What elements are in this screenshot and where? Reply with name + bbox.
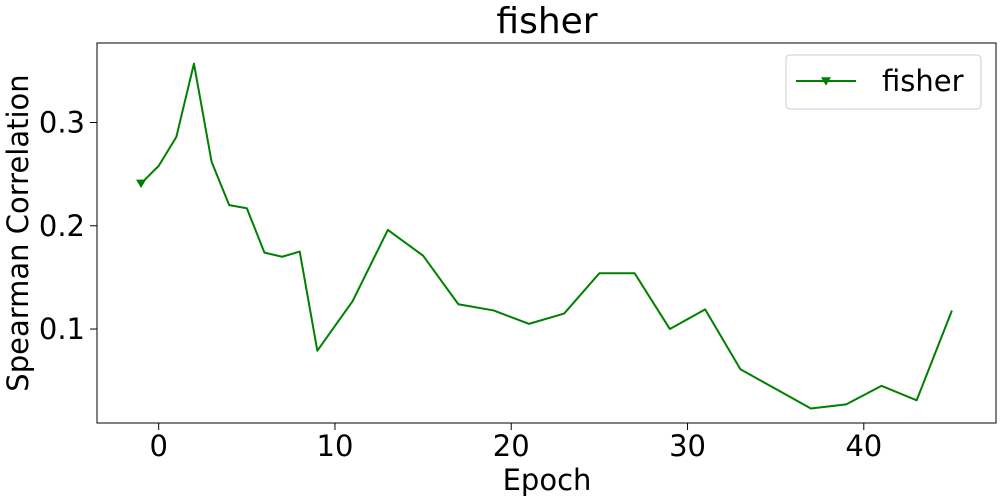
- legend-box: [785, 54, 982, 110]
- y-tick-label: 0.1: [39, 312, 85, 346]
- x-tick-label: 30: [669, 429, 706, 463]
- series-marker: [136, 179, 147, 189]
- x-axis-label: Epoch: [503, 463, 592, 497]
- y-tick-label: 0.2: [39, 209, 85, 243]
- series-line-fisher: [140, 62, 953, 410]
- legend-label-fisher: fisher: [882, 64, 964, 98]
- series-layer: [136, 62, 953, 410]
- x-axis-ticks: 0 10 20 30 40: [149, 423, 882, 463]
- x-tick-label: 40: [845, 429, 882, 463]
- x-tick-label: 0: [149, 429, 167, 463]
- y-tick-label: 0.3: [39, 106, 85, 140]
- legend-marker: [821, 77, 831, 86]
- x-tick-label: 10: [317, 429, 354, 463]
- x-tick-label: 20: [493, 429, 530, 463]
- legend: fisher: [785, 54, 982, 110]
- y-axis-ticks: 0.1 0.2 0.3: [39, 106, 97, 346]
- chart-title: fisher: [496, 1, 597, 42]
- y-axis-label: Spearman Correlation: [1, 74, 35, 391]
